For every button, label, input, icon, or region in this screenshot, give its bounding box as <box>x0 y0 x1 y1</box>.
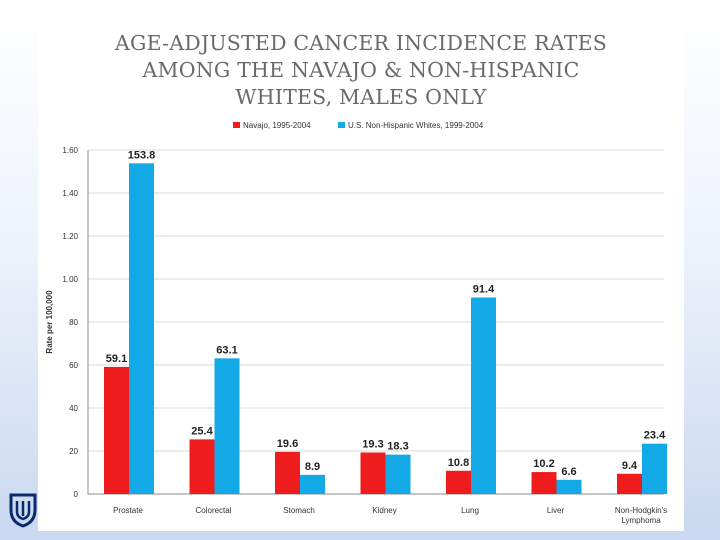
data-label: 19.3 <box>362 439 383 451</box>
bar <box>129 163 154 494</box>
y-axis-label: Rate per 100,000 <box>45 290 54 354</box>
data-label: 23.4 <box>644 430 666 442</box>
legend-label: Navajo, 1995-2004 <box>243 121 311 130</box>
bar <box>385 454 411 494</box>
bar <box>531 472 557 494</box>
data-label: 9.4 <box>622 460 638 472</box>
y-tick-label: 1.40 <box>62 189 78 198</box>
bar <box>300 474 325 494</box>
x-tick-label: Non-Hodgkin's Lymphoma <box>615 506 667 525</box>
y-tick-label: 60 <box>69 361 78 370</box>
legend-swatch <box>338 122 345 128</box>
bar <box>617 473 642 494</box>
bar <box>104 366 129 494</box>
data-label: 10.2 <box>533 458 554 470</box>
bar <box>446 470 471 494</box>
slide-title: AGE-ADJUSTED CANCER INCIDENCE RATES AMON… <box>38 30 684 111</box>
y-tick-label: 1.20 <box>62 232 78 241</box>
x-tick-label: Kidney <box>372 506 396 515</box>
bar <box>360 452 386 494</box>
data-label: 19.6 <box>277 438 298 450</box>
shield-crest-icon <box>9 493 37 528</box>
data-label: 63.1 <box>216 344 237 356</box>
y-tick-label: 1.00 <box>62 275 78 284</box>
x-tick-label: Stomach <box>283 506 315 515</box>
data-label: 25.4 <box>191 425 213 437</box>
slide-title-line-2: AMONG THE NAVAJO & NON-HISPANIC <box>142 58 580 82</box>
x-tick-label: Colorectal <box>195 506 231 515</box>
data-label: 59.1 <box>106 353 127 365</box>
slide-title-line-3: WHITES, MALES ONLY <box>235 85 487 109</box>
y-tick-label: 0 <box>74 490 79 499</box>
bar <box>556 479 582 494</box>
y-tick-label: 20 <box>69 447 78 456</box>
bar <box>471 297 496 494</box>
slide-title-line-1: AGE-ADJUSTED CANCER INCIDENCE RATES <box>115 31 607 55</box>
bar <box>214 358 240 494</box>
data-label: 6.6 <box>561 466 576 478</box>
x-tick-label: Prostate <box>113 506 143 515</box>
data-label: 18.3 <box>387 441 408 453</box>
y-tick-label: 80 <box>69 318 78 327</box>
bar <box>189 439 215 494</box>
bar <box>275 451 300 494</box>
y-tick-label: 40 <box>69 404 78 413</box>
data-label: 153.8 <box>128 149 156 161</box>
legend-label: U.S. Non-Hispanic Whites, 1999-2004 <box>348 121 484 130</box>
data-label: 8.9 <box>305 461 320 473</box>
data-label: 10.8 <box>448 457 469 469</box>
x-tick-label: Liver <box>547 506 565 515</box>
bar <box>642 443 667 494</box>
data-label: 91.4 <box>473 283 495 295</box>
x-tick-label: Lung <box>461 506 479 515</box>
y-tick-label: 1.60 <box>62 146 78 155</box>
legend-swatch <box>233 122 240 128</box>
